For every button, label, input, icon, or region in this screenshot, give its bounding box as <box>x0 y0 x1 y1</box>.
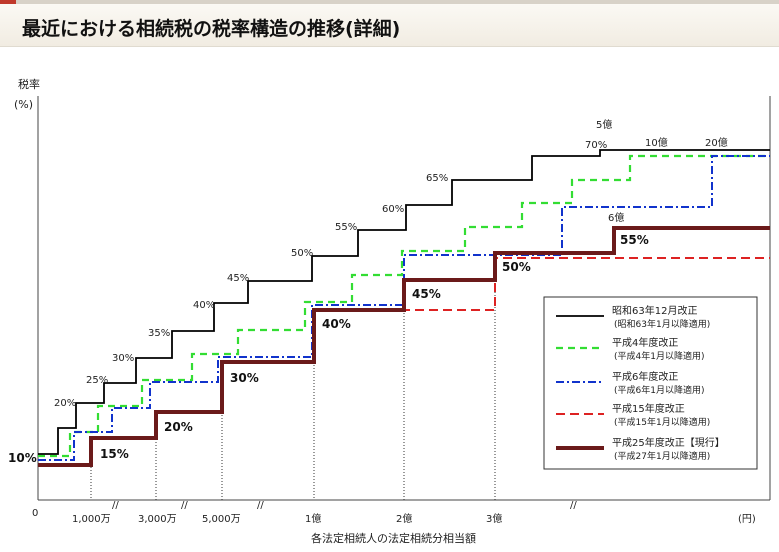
page-title: 最近における相続税の税率構造の推移(詳細) <box>22 18 401 40</box>
x-tick-label: 3億 <box>486 512 502 525</box>
axis-break-mark: // <box>181 500 188 511</box>
legend-sublabel: (平成6年1月以降適用) <box>614 384 704 396</box>
legend-label: 昭和63年12月改正 <box>612 304 697 317</box>
x-tick-label: 1億 <box>305 512 321 525</box>
x-axis-label: 各法定相続人の法定相続分相当額 <box>311 531 476 545</box>
rate-label: 50% <box>291 248 313 259</box>
x-tick-label: 1,000万 <box>72 514 111 525</box>
threshold-label: 10億 <box>645 136 668 149</box>
rate-label: 30% <box>112 353 134 364</box>
legend-label: 平成6年度改正 <box>612 370 678 383</box>
current-rate-label: 20% <box>164 420 193 434</box>
legend-sublabel: (平成15年1月以降適用) <box>614 416 710 428</box>
legend-label: 平成25年度改正【現行】 <box>612 436 725 449</box>
legend-sublabel: (昭和63年1月以降適用) <box>614 318 710 330</box>
x-axis-unit: (円) <box>738 514 756 525</box>
axis-break-mark: // <box>112 500 119 511</box>
rate-label: 35% <box>148 328 170 339</box>
legend-label: 平成4年度改正 <box>612 336 678 349</box>
current-rate-label: 30% <box>230 371 259 385</box>
axis-break-mark: // <box>257 500 264 511</box>
current-rate-label: 15% <box>100 447 129 461</box>
threshold-label: 20億 <box>705 136 728 149</box>
current-rate-label: 40% <box>322 317 351 331</box>
current-rate-label: 55% <box>620 233 649 247</box>
x-tick-label: 3,000万 <box>138 514 177 525</box>
rate-label: 45% <box>227 273 249 284</box>
current-rate-label: 10% <box>8 451 37 465</box>
top-bar <box>0 0 779 4</box>
x-origin-label: 0 <box>32 508 38 519</box>
rate-label: 20% <box>54 398 76 409</box>
legend-sublabel: (平成27年1月以降適用) <box>614 450 710 462</box>
current-rate-label: 50% <box>502 260 531 274</box>
series-line-h25 <box>38 226 770 467</box>
rate-label: 60% <box>382 204 404 215</box>
current-rate-label: 45% <box>412 287 441 301</box>
legend-sublabel: (平成4年1月以降適用) <box>614 350 704 362</box>
x-tick-label: 5,000万 <box>202 514 241 525</box>
rate-label: 40% <box>193 300 215 311</box>
legend: 昭和63年12月改正 (昭和63年1月以降適用) 平成4年度改正 (平成4年1月… <box>543 296 758 470</box>
legend-label: 平成15年度改正 <box>612 402 685 415</box>
axis-break-mark: // <box>570 500 577 511</box>
threshold-label: 5億 <box>596 118 612 131</box>
page-header: 最近における相続税の税率構造の推移(詳細) <box>0 4 779 47</box>
rate-label: 55% <box>335 222 357 233</box>
rate-label: 70% <box>585 140 607 151</box>
x-tick-label: 2億 <box>396 512 412 525</box>
rate-label: 65% <box>426 173 448 184</box>
y-axis-unit: (%) <box>14 98 33 111</box>
series-line-showa63 <box>38 149 770 455</box>
threshold-label: 6億 <box>608 211 624 224</box>
rate-label: 25% <box>86 375 108 386</box>
top-bar-accent <box>0 0 16 4</box>
y-axis-label: 税率 <box>18 77 40 91</box>
series-line-h4 <box>38 154 770 458</box>
series-line-h6 <box>38 155 770 461</box>
